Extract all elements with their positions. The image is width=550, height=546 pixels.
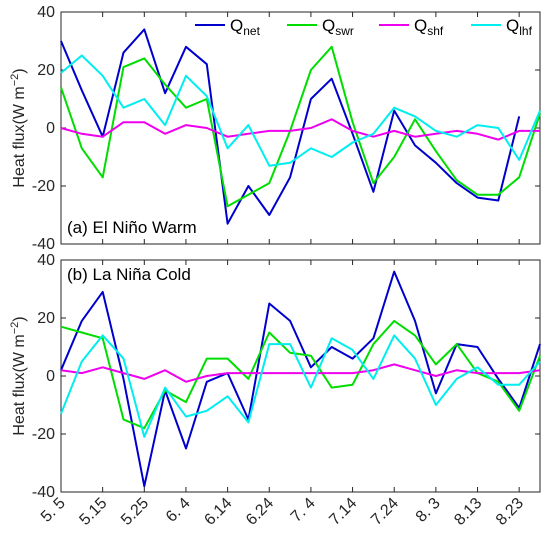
plot-frame — [60, 11, 541, 245]
x-tick-label: 6. 4 — [163, 495, 194, 526]
legend-label-shf: Qshf — [414, 16, 444, 38]
x-tick-label: 5.15 — [76, 495, 110, 529]
legend-label-lhf: Qlhf — [506, 16, 533, 38]
series-qshf-group — [60, 363, 541, 383]
series-qlhf-group — [60, 334, 541, 438]
y-axis-label: Heat flux(W m−2) — [9, 68, 28, 187]
series-line-qswr — [60, 45, 541, 208]
y-tick-label: 0 — [46, 368, 55, 385]
y-tick-label: -20 — [32, 178, 55, 195]
panel-label: (b) La Niña Cold — [67, 265, 191, 284]
x-tick-label: 6.24 — [243, 495, 277, 529]
series-line-qshf — [60, 363, 541, 383]
legend: Qnet Qswr Qshf Qlhf — [195, 16, 533, 38]
series-line-qlhf — [60, 54, 541, 167]
x-tick-label: 7.24 — [368, 495, 402, 529]
legend-label-swr: Qswr — [322, 16, 354, 38]
y-tick-label: -40 — [32, 484, 55, 501]
x-tick-label: 5.25 — [118, 495, 152, 529]
y-tick-label: -20 — [32, 426, 55, 443]
panel-label: (a) El Niño Warm — [67, 218, 197, 237]
series-line-qlhf — [60, 334, 541, 438]
x-tick-label: 8. 3 — [413, 495, 444, 526]
y-axis-label: Heat flux(W m−2) — [9, 316, 28, 435]
y-tick-label: -40 — [32, 236, 55, 253]
x-tick-label: 8.13 — [451, 495, 485, 529]
series-qlhf-group — [60, 54, 541, 167]
y-tick-label: 0 — [46, 120, 55, 137]
legend-label-net: Qnet — [230, 16, 261, 38]
series-qswr-group — [60, 45, 541, 208]
y-tick-label: 40 — [37, 4, 55, 21]
x-tick-label: 7.14 — [326, 495, 360, 529]
series-line-qshf — [60, 118, 540, 141]
y-tick-label: 20 — [37, 62, 55, 79]
series-line-qnet — [60, 270, 541, 488]
panel-a: -40 -20 0 20 40 Heat flux(W m−2) (a) El Niño W… — [9, 4, 541, 253]
series-qshf-group — [60, 118, 541, 141]
x-tick-label: 6.14 — [201, 495, 235, 529]
panel-b: -40 -20 0 20 40 Heat flux(W m−2) (b) La Niña C… — [9, 252, 541, 501]
y-tick-label: 40 — [37, 252, 55, 269]
x-tick-label: 8.23 — [493, 495, 527, 529]
x-tick-label: 7. 4 — [288, 495, 319, 526]
y-tick-label: 20 — [37, 310, 55, 327]
